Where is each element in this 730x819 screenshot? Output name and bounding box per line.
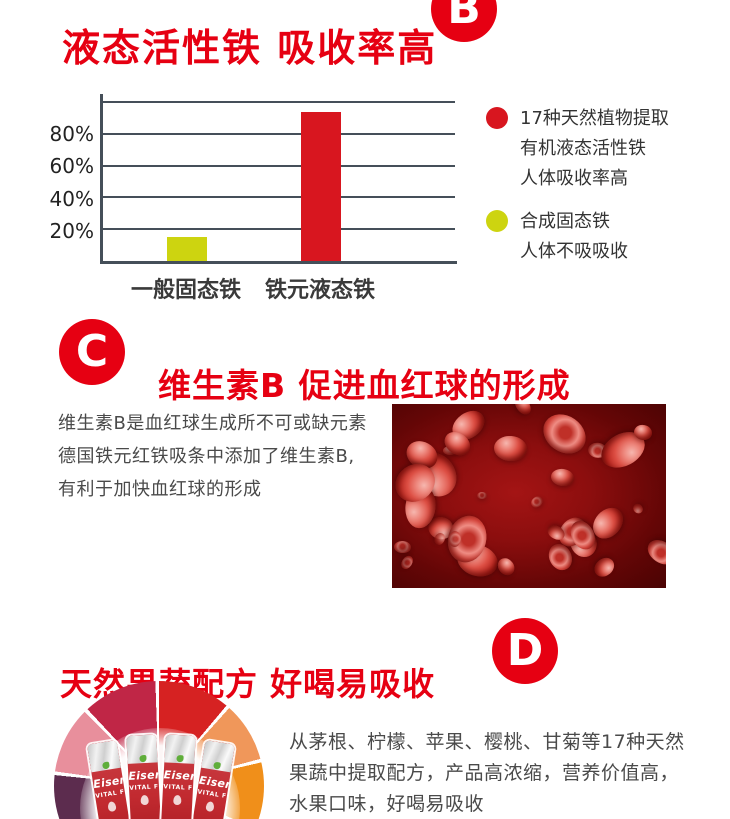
sachet-subbrand: VITAL F	[163, 783, 193, 792]
drop-icon	[173, 794, 182, 806]
gridline	[103, 196, 455, 199]
paragraph-line: 从茅根、柠檬、苹果、樱桃、甘菊等17种天然	[289, 731, 685, 753]
blood-cell	[398, 553, 416, 571]
chart-plot-area	[103, 101, 455, 261]
blood-cell	[512, 404, 534, 417]
gridline	[103, 101, 455, 103]
legend-dot-yellow-icon	[486, 210, 508, 232]
drop-icon	[107, 800, 117, 813]
badge-letter: C	[75, 326, 109, 377]
gridline	[103, 132, 455, 135]
paragraph-line: 果蔬中提取配方，产品高浓缩，营养价值高，	[289, 762, 680, 784]
y-tick-label: 40%	[49, 187, 94, 211]
x-axis-line	[100, 261, 457, 264]
legend-dot-red-icon	[486, 107, 508, 129]
legend-text: 17种天然植物提取	[520, 108, 669, 129]
blood-cell	[549, 467, 576, 488]
x-tick-label-liquid-iron: 铁元液态铁	[264, 278, 376, 303]
bar-solid-iron	[167, 237, 207, 261]
sachet-subbrand: VITAL F	[129, 783, 159, 792]
drop-icon	[205, 800, 215, 813]
section-b-title: 液态活性铁 吸收率高	[62, 26, 438, 71]
blood-cells-image	[392, 404, 666, 588]
legend-item-liquid-iron: 17种天然植物提取 有机液态活性铁 人体吸收率高	[486, 104, 669, 194]
section-c-badge: C	[59, 319, 125, 385]
section-c-paragraph: 维生素B是血红球生成所不可或缺元素 德国铁元红铁吸条中添加了维生素B, 有利于加…	[58, 407, 367, 506]
paragraph-line: 有利于加快血红球的形成	[58, 479, 262, 500]
blood-cell	[448, 530, 462, 547]
legend-text: 合成固态铁	[520, 211, 610, 232]
blood-cell	[591, 553, 618, 581]
legend-text: 人体不吸吸收	[520, 241, 628, 262]
blood-cell	[393, 540, 411, 554]
y-axis-line	[100, 94, 103, 264]
section-b-badge: B	[431, 0, 497, 42]
y-tick-label: 20%	[49, 219, 94, 243]
chart-legend: 17种天然植物提取 有机液态活性铁 人体吸收率高 合成固态铁 人体不吸吸收	[486, 104, 669, 280]
paragraph-line: 维生素B是血红球生成所不可或缺元素	[58, 413, 367, 434]
bar-liquid-iron	[301, 111, 341, 261]
badge-letter: B	[447, 0, 481, 34]
paragraph-line: 水果口味，好喝易吸收	[289, 793, 485, 815]
section-c-title: 维生素B 促进血红球的形成	[158, 366, 571, 406]
blood-cell	[630, 501, 645, 516]
product-sachet: Eisen VITAL F	[160, 734, 196, 819]
sachet-brand: Eisen	[128, 768, 162, 783]
blood-cell	[529, 494, 546, 510]
paragraph-line: 德国铁元红铁吸条中添加了维生素B,	[58, 446, 355, 467]
section-d-paragraph: 从茅根、柠檬、苹果、樱桃、甘菊等17种天然 果蔬中提取配方，产品高浓缩，营养价值…	[289, 727, 685, 819]
badge-letter: D	[506, 625, 544, 676]
sachet-brand: Eisen	[163, 768, 196, 784]
product-sachet: Eisen VITAL F	[126, 734, 162, 819]
legend-text: 人体吸收率高	[520, 168, 628, 189]
section-d-badge: D	[492, 618, 558, 684]
blood-cell	[477, 491, 488, 499]
blood-cell	[535, 406, 593, 463]
gridline	[103, 164, 455, 167]
blood-cell	[493, 435, 528, 463]
legend-text: 有机液态活性铁	[520, 138, 646, 159]
gridline	[103, 228, 455, 231]
x-tick-label-solid-iron: 一般固态铁	[130, 278, 242, 303]
y-tick-label: 60%	[49, 154, 94, 178]
blood-cell	[643, 535, 666, 570]
y-tick-label: 80%	[49, 122, 94, 146]
drop-icon	[140, 794, 149, 806]
legend-item-solid-iron: 合成固态铁 人体不吸吸收	[486, 207, 669, 267]
